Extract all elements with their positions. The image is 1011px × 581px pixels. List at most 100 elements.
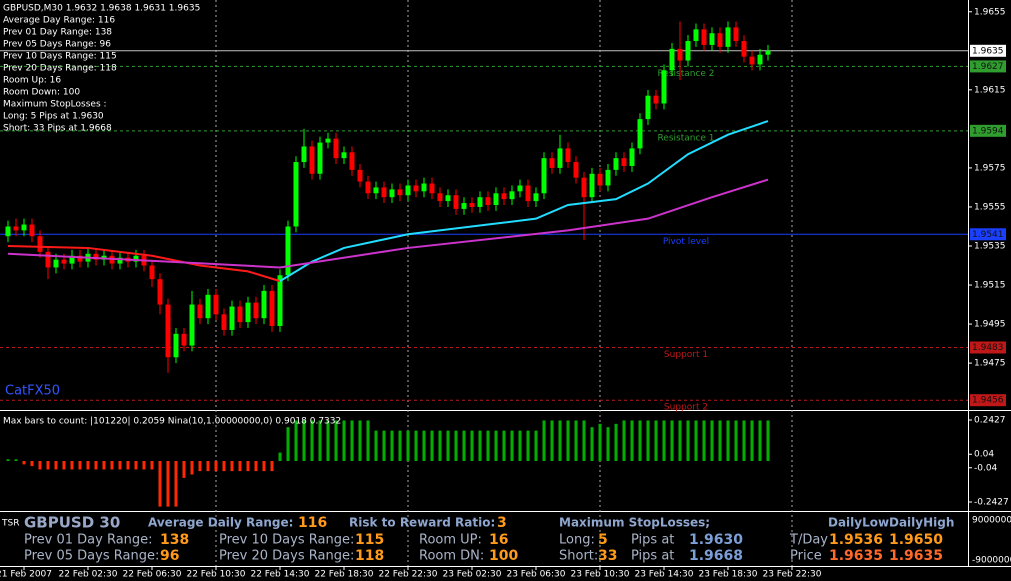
level-value: 1.9541 (972, 230, 1004, 240)
annotation: Average Day Range: 116 (3, 16, 115, 26)
candle-body (61, 259, 67, 264)
candle-body (725, 27, 731, 47)
candle-body (261, 290, 267, 319)
info-text: Room DN: (419, 549, 484, 564)
histogram-bar (62, 461, 66, 470)
candle-body (517, 185, 523, 192)
histogram-bar (102, 461, 106, 470)
candle-body (149, 265, 155, 280)
info-text: 16 (489, 532, 508, 548)
histogram-bar (430, 430, 434, 461)
moving-average (279, 120, 769, 282)
candle-body (405, 185, 411, 196)
histogram-bar (334, 420, 338, 461)
candle-body (237, 306, 243, 323)
info-text: 5 (598, 532, 608, 548)
candle-body (213, 294, 219, 315)
info-text: 1.9635 (829, 548, 883, 564)
info-text: 1.9668 (689, 548, 743, 564)
x-tick-label: 22 Feb 10:30 (186, 570, 245, 580)
x-tick-label: 23 Feb 10:30 (570, 570, 629, 580)
candle-body (421, 183, 427, 192)
info-text: Pips at (631, 549, 674, 564)
histogram-bar (414, 430, 418, 461)
histogram-bar (86, 461, 90, 470)
candle-body (565, 148, 571, 163)
candle-body (21, 224, 27, 231)
level-box (970, 60, 1006, 73)
histogram-bar (166, 461, 170, 507)
histogram-bar (718, 420, 722, 461)
histogram-bar (526, 430, 530, 461)
info-text: 3 (497, 515, 507, 531)
candle-body (597, 173, 603, 186)
histogram-bar (726, 420, 730, 461)
annotation: Prev 10 Days Range: 115 (3, 52, 117, 62)
candle-body (173, 333, 179, 358)
x-tick-label: 23 Feb 02:30 (442, 570, 501, 580)
histogram-bar (134, 461, 138, 470)
histogram-bar (6, 459, 10, 461)
info-text: Prev 05 Days Range: (24, 549, 159, 564)
histogram-bar (390, 430, 394, 461)
candle-body (437, 193, 443, 202)
histogram-bar (198, 461, 202, 472)
candle-body (277, 275, 283, 327)
histogram-bar (350, 420, 354, 461)
histogram-bar (558, 420, 562, 461)
candle-body (53, 259, 59, 268)
candle-body (669, 48, 675, 71)
candle-body (165, 304, 171, 358)
histogram-bar (70, 461, 74, 470)
candle-body (13, 226, 19, 231)
info-text: Pips at (631, 533, 674, 548)
candle-body (709, 33, 715, 45)
histogram-bar (14, 459, 18, 461)
info-text: Prev 20 Days Range: (219, 549, 354, 564)
level-box (970, 341, 1006, 354)
x-tick-label: 23 Feb 06:30 (506, 570, 565, 580)
histogram-bar (766, 420, 770, 461)
candle-body (685, 41, 691, 61)
level-name: Resistance 2 (657, 69, 714, 79)
histogram-bar (286, 427, 290, 461)
candle-body (69, 255, 75, 264)
histogram-bar (118, 461, 122, 470)
candle-body (485, 197, 491, 205)
y-tick-label: 1.9555 (974, 202, 1006, 212)
histogram-bar (142, 461, 146, 470)
histogram-bar (190, 461, 194, 475)
histogram-bar (358, 420, 362, 461)
y-tick-label: 1.9575 (974, 163, 1006, 173)
histogram-bar (542, 420, 546, 461)
histogram-bar (382, 430, 386, 461)
info-text: T/Day (789, 533, 828, 548)
histogram-bar (94, 461, 98, 470)
candle-body (93, 253, 99, 260)
histogram-bar (238, 461, 242, 472)
chart-title: GBPUSD,M30 1.9632 1.9638 1.9631 1.9635 (3, 4, 200, 14)
candle-body (29, 224, 35, 237)
candle-body (117, 257, 123, 264)
level-box (970, 394, 1006, 407)
histogram-bar (46, 461, 50, 470)
candle-body (349, 152, 355, 170)
histogram-bar (38, 461, 42, 470)
candle-body (605, 169, 611, 186)
candle-body (389, 189, 395, 198)
candle-body (549, 158, 555, 168)
candle-body (133, 255, 139, 262)
candle-body (357, 169, 363, 182)
candle-body (645, 95, 651, 120)
info-text: DailyHigh (889, 516, 954, 530)
histogram-bar (518, 430, 522, 461)
info-text: Prev 01 Day Range: (24, 533, 153, 548)
y-tick-label: -0.04 (974, 463, 998, 473)
info-text: 116 (298, 515, 327, 531)
annotation: Room Down: 100 (3, 88, 80, 98)
histogram-bar (670, 420, 674, 461)
histogram-bar (214, 461, 218, 472)
candle-body (453, 195, 459, 209)
candle-body (653, 95, 659, 104)
